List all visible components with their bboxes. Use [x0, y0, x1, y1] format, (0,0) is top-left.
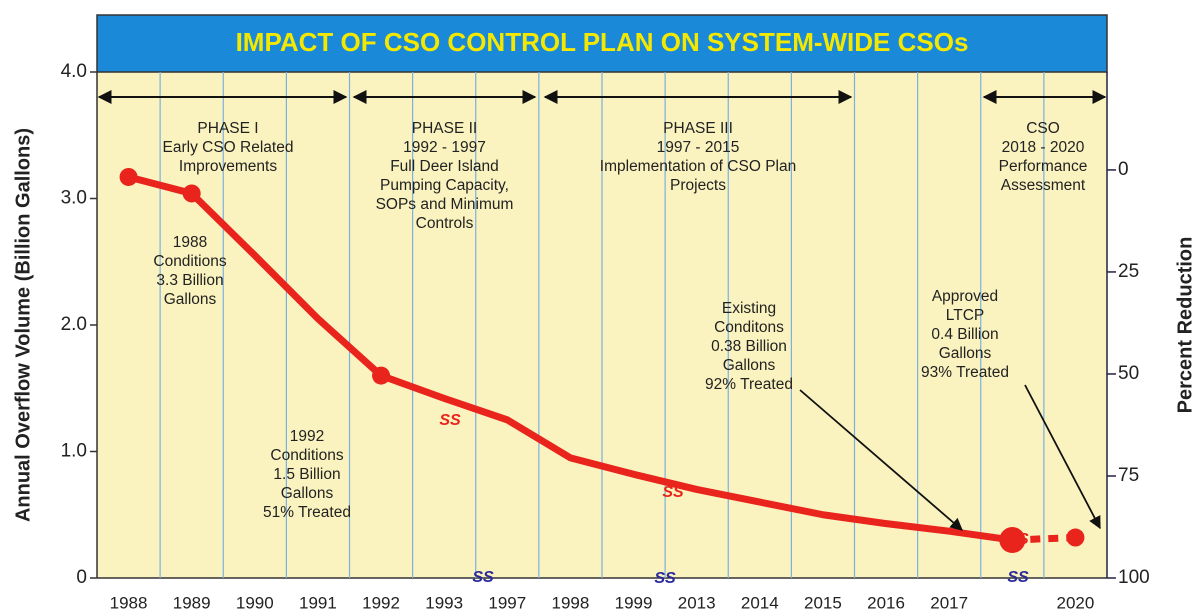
marker: [1066, 528, 1085, 547]
x-tick-label: 1991: [299, 593, 337, 612]
annotation-text: Approved: [932, 288, 998, 305]
chart-title: IMPACT OF CSO CONTROL PLAN ON SYSTEM-WID…: [236, 27, 969, 57]
annotation-arrow: [1024, 384, 1101, 530]
annotation-text: 0.4 Billion: [931, 326, 998, 343]
annotation-text: 3.3 Billion: [156, 272, 223, 289]
phase-text: Implementation of CSO Plan: [600, 158, 796, 175]
annotation-text: 1988: [173, 234, 207, 251]
x-tick-label: 1990: [236, 593, 274, 612]
x-tick-label: 2015: [804, 593, 842, 612]
phase-text: CSO: [1026, 120, 1060, 137]
title-banner: [96, 14, 1108, 73]
annotation-text: 1992: [290, 428, 324, 445]
break-mark: SS: [439, 412, 461, 429]
y2-tick-label: 0: [1118, 159, 1129, 180]
x-tick-label: 1993: [425, 593, 463, 612]
y2-tick-label: 100: [1118, 567, 1150, 588]
y2-tick-label: 75: [1118, 465, 1139, 486]
axis-break-mark: SS: [1007, 569, 1029, 586]
axis-break-mark: SS: [472, 569, 494, 586]
x-tick-label: 2016: [867, 593, 905, 612]
x-tick-label: 1989: [173, 593, 211, 612]
annotation-text: 0.38 Billion: [711, 338, 787, 355]
phase-text: Assessment: [1001, 177, 1086, 194]
annotation-text: Gallons: [939, 345, 992, 362]
phase-text: Improvements: [179, 158, 277, 175]
y-tick-label: 4.0: [61, 61, 87, 82]
x-tick-label: 2013: [678, 593, 716, 612]
x-tick-label: 1992: [362, 593, 400, 612]
break-mark: SS: [662, 484, 684, 501]
x-tick-label: 2014: [741, 593, 779, 612]
annotation-text: Gallons: [281, 485, 334, 502]
x-tick-label: 1988: [110, 593, 148, 612]
marker: [999, 527, 1026, 554]
annotation-text: 92% Treated: [705, 376, 793, 393]
line: [127, 173, 1013, 544]
y-axis-label: Annual Overflow Volume (Billion Gallons): [12, 128, 34, 522]
annotation-text: 1.5 Billion: [273, 466, 340, 483]
annotation-text: Conditions: [270, 447, 343, 464]
phase-text: 2018 - 2020: [1002, 139, 1085, 156]
phase-text: 1997 - 2015: [657, 139, 740, 156]
y-tick-label: 2.0: [61, 314, 87, 335]
x-tick-label: 2020: [1057, 593, 1095, 612]
annotation-text: Gallons: [164, 291, 217, 308]
phase-text: SOPs and Minimum: [376, 196, 514, 213]
x-tick-label: 1998: [552, 593, 590, 612]
x-tick-label: 1999: [615, 593, 653, 612]
y-tick-label: 1.0: [61, 441, 87, 462]
annotation-text: Conditions: [153, 253, 226, 270]
y2-tick-label: 50: [1118, 363, 1139, 384]
annotation-text: 51% Treated: [263, 504, 351, 521]
x-tick-label: 2017: [930, 593, 968, 612]
annotation-text: Conditons: [714, 319, 784, 336]
phase-text: Controls: [416, 215, 474, 232]
break-mark: SS: [1007, 531, 1029, 548]
marker: [119, 167, 138, 186]
annotation-arrow: [799, 389, 963, 531]
y2-axis-label: Percent Reduction: [1174, 237, 1196, 414]
marker: [182, 184, 201, 203]
marker: [372, 366, 391, 385]
phase-text: Full Deer Island: [390, 158, 499, 175]
phase-text: Projects: [670, 177, 726, 194]
x-tick-label: 1997: [488, 593, 526, 612]
axis-break-mark: SS: [654, 570, 676, 587]
annotation-text: LTCP: [946, 307, 984, 324]
phase-text: PHASE II: [412, 120, 477, 137]
y-tick-label: 3.0: [61, 188, 87, 209]
annotation-text: 93% Treated: [921, 364, 1009, 381]
phase-text: Early CSO Related: [163, 139, 294, 156]
phase-text: Pumping Capacity,: [380, 177, 509, 194]
phase-text: PHASE I: [197, 120, 258, 137]
y2-tick-label: 25: [1118, 261, 1139, 282]
phase-text: Performance: [999, 158, 1088, 175]
annotation-text: Gallons: [723, 357, 776, 374]
y-tick-label: 0: [76, 567, 87, 588]
phase-text: PHASE III: [663, 120, 733, 137]
annotation-text: Existing: [722, 300, 776, 317]
phase-text: 1992 - 1997: [403, 139, 486, 156]
